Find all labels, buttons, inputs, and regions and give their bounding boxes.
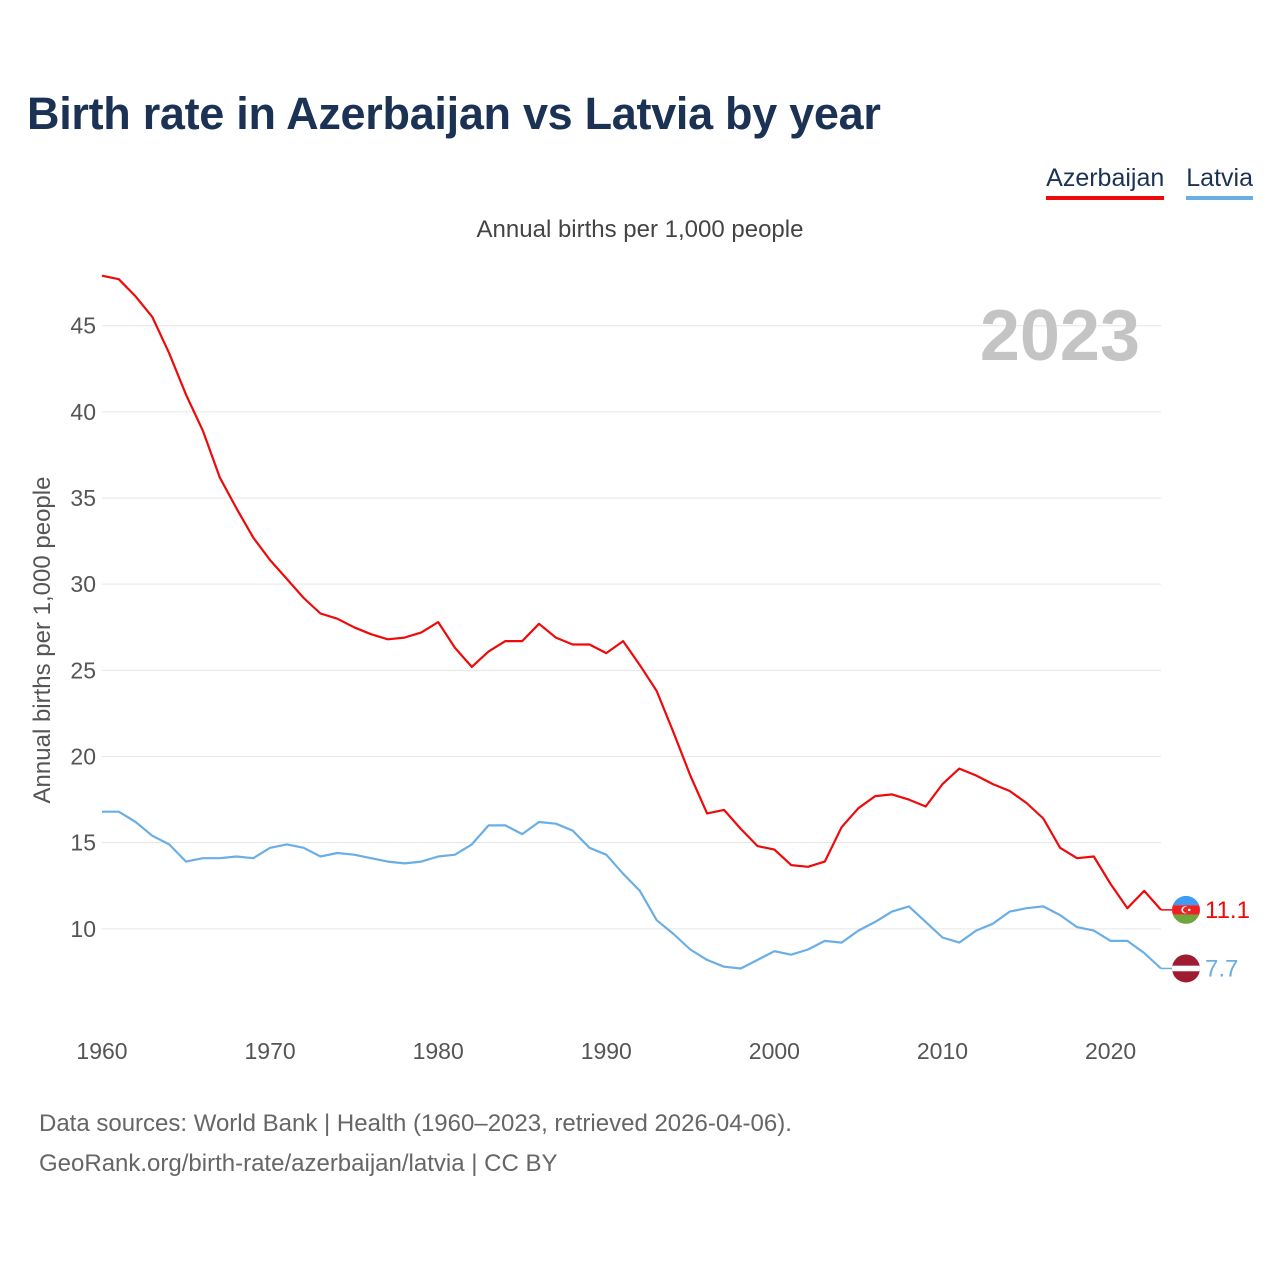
series-line-azerbaijan[interactable] [101,274,1162,911]
year-watermark: 2023 [980,296,1140,376]
y-tick-label: 45 [70,313,96,339]
y-tick-label: 25 [70,657,96,683]
source-note: Data sources: World Bank | Health (1960–… [39,1104,792,1184]
y-axis-ticks: 10 15 20 25 30 35 40 45 [70,313,96,942]
x-axis-ticks: 1960 1970 1980 1990 2000 2010 2020 [76,1038,1136,1064]
y-tick-label: 10 [70,916,96,942]
latvia-flag-icon [1172,954,1200,983]
y-tick-label: 40 [70,399,96,425]
legend-item-latvia[interactable]: Latvia [1186,164,1253,200]
chart-title: Birth rate in Azerbaijan vs Latvia by ye… [27,88,881,139]
x-tick-label: 2010 [917,1038,968,1064]
series-lines [101,274,1162,970]
x-tick-label: 1960 [76,1038,127,1064]
x-tick-label: 1990 [581,1038,632,1064]
legend-item-azerbaijan[interactable]: Azerbaijan [1046,164,1165,200]
y-tick-label: 20 [70,744,96,770]
series-line-latvia[interactable] [102,810,1162,970]
x-tick-label: 1980 [413,1038,464,1064]
source-line-2[interactable]: GeoRank.org/birth-rate/azerbaijan/latvia… [39,1150,558,1177]
x-tick-label: 2000 [749,1038,800,1064]
legend: Azerbaijan Latvia [1046,164,1253,200]
y-axis-label: Annual births per 1,000 people [29,477,56,804]
source-line-1: Data sources: World Bank | Health (1960–… [39,1110,792,1137]
x-tick-label: 1970 [245,1038,296,1064]
end-markers: 11.1 7.7 [1161,895,1250,983]
gridlines [102,325,1161,930]
line-chart: 2023 10 15 20 25 30 35 40 45 1960 1970 1980 1990 20… [29,274,1250,1064]
end-value-label-azerbaijan: 11.1 [1205,897,1250,924]
y-tick-label: 35 [70,485,96,511]
x-tick-label: 2020 [1085,1038,1136,1064]
end-value-label-latvia: 7.7 [1205,955,1238,982]
y-tick-label: 30 [70,571,96,597]
azerbaijan-flag-icon [1172,895,1200,924]
chart-subtitle: Annual births per 1,000 people [476,216,804,243]
y-tick-label: 15 [70,830,96,856]
